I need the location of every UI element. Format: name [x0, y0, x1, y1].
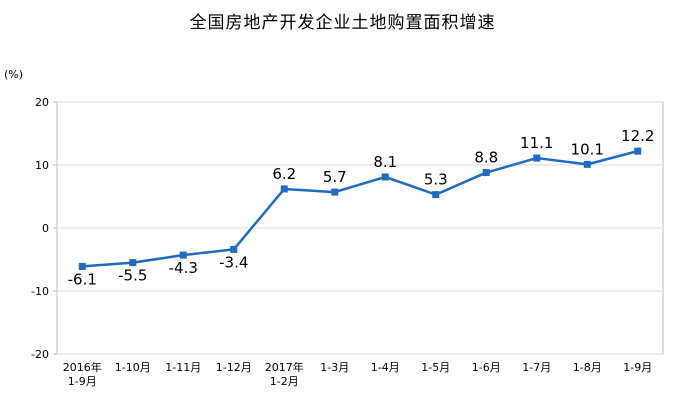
- x-tick-label-line: 1-10月: [115, 361, 151, 374]
- data-label: 8.1: [373, 153, 397, 171]
- x-tick-label: 1-4月: [371, 361, 400, 374]
- x-tick-label-line: 1-3月: [320, 361, 349, 374]
- x-tick-label: 1-12月: [216, 361, 252, 374]
- data-label: 6.2: [272, 165, 296, 183]
- data-label: -3.4: [219, 253, 248, 271]
- data-point: [280, 185, 288, 193]
- data-label: 12.2: [621, 127, 654, 145]
- data-label: 10.1: [571, 140, 604, 158]
- x-tick-label-line: 1-4月: [371, 361, 400, 374]
- x-tick-label-line: 2017年: [265, 360, 304, 374]
- x-tick-label-line: 1-5月: [421, 361, 450, 374]
- x-tick-label-line: 1-9月: [623, 361, 652, 374]
- data-label: 5.7: [323, 168, 347, 186]
- data-label: -5.5: [118, 267, 147, 285]
- x-tick-label-line: 1-6月: [472, 361, 501, 374]
- data-point: [432, 191, 440, 199]
- y-axis-unit-label: (%): [4, 68, 24, 81]
- x-tick-label-line: 2016年: [63, 360, 102, 374]
- x-tick-label: 1-10月: [115, 361, 151, 374]
- data-point: [78, 262, 86, 270]
- x-tick-label-line: 1-9月: [68, 375, 97, 388]
- y-tick-label: -20: [31, 348, 49, 361]
- x-tick-label-line: 1-11月: [165, 361, 201, 374]
- data-label: 11.1: [520, 134, 553, 152]
- data-label: 5.3: [424, 171, 448, 189]
- data-point: [583, 160, 591, 168]
- x-tick-label: 1-7月: [522, 361, 551, 374]
- chart-title: 全国房地产开发企业土地购置面积增速: [189, 13, 496, 33]
- series-line: [82, 149, 639, 268]
- data-point: [230, 245, 238, 253]
- grid-layer: [56, 101, 664, 355]
- data-point: [634, 147, 642, 155]
- data-point: [331, 188, 339, 196]
- series-layer: [78, 147, 642, 270]
- y-tick-label: 10: [35, 159, 49, 172]
- x-tick-label: 1-5月: [421, 361, 450, 374]
- data-label: -4.3: [169, 259, 198, 277]
- x-tick-label: 1-6月: [472, 361, 501, 374]
- y-tick-label: -10: [31, 285, 49, 298]
- label-layer: -6.1 -5.5 -4.3 -3.4 6.2 5.7 8.1 5.3 8.8 11.1 10.1 1…: [68, 127, 655, 288]
- data-point: [533, 154, 541, 162]
- data-point: [381, 173, 389, 181]
- x-tick-label: 2016年 1-9月: [63, 360, 102, 388]
- x-tick-label: 1-3月: [320, 361, 349, 374]
- x-tick-label: 2017年 1-2月: [265, 360, 304, 388]
- x-tick-label-line: 1-7月: [522, 361, 551, 374]
- x-tick-label-line: 1-2月: [270, 375, 299, 388]
- x-tick-label: 1-8月: [573, 361, 602, 374]
- data-point: [179, 251, 187, 259]
- y-tick-label: 0: [42, 222, 49, 235]
- data-point: [482, 169, 490, 177]
- x-tick-label: 1-11月: [165, 361, 201, 374]
- y-tick-label: 20: [35, 96, 49, 109]
- data-label: -6.1: [68, 270, 97, 288]
- data-point: [129, 259, 137, 267]
- x-tick-label-line: 1-8月: [573, 361, 602, 374]
- x-tick-label: 1-9月: [623, 361, 652, 374]
- x-tick-label-line: 1-12月: [216, 361, 252, 374]
- data-label: 8.8: [474, 149, 498, 167]
